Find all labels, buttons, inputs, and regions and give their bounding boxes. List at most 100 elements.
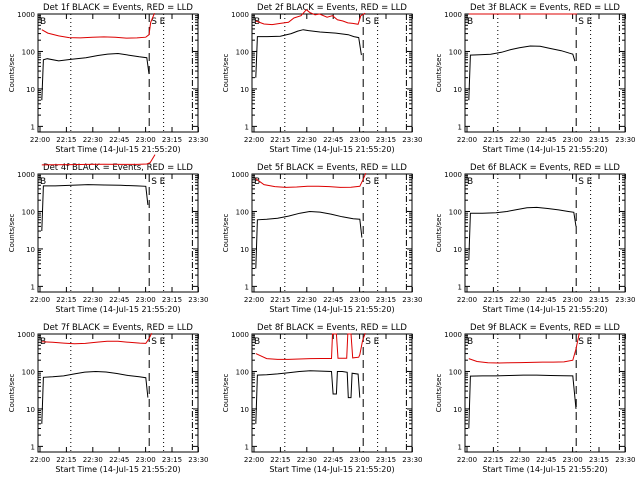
x-tick-label: 22:00 bbox=[244, 296, 264, 304]
y-axis-label: Counts/sec bbox=[8, 214, 16, 253]
events-series-line bbox=[255, 29, 362, 78]
x-tick-label: 23:15 bbox=[589, 456, 609, 464]
x-tick-label: 23:30 bbox=[188, 456, 208, 464]
y-tick-label: 1 bbox=[245, 123, 249, 131]
x-tick-label: 23:30 bbox=[402, 456, 422, 464]
x-tick-label: 22:00 bbox=[457, 456, 477, 464]
x-tick-label: 23:00 bbox=[136, 136, 156, 144]
y-tick-label: 100 bbox=[22, 48, 35, 56]
events-series-line bbox=[41, 184, 149, 232]
e-marker-label: E bbox=[587, 177, 593, 187]
s-marker-label: S bbox=[578, 17, 584, 27]
x-tick-label: 22:15 bbox=[483, 136, 503, 144]
x-tick-label: 22:15 bbox=[56, 296, 76, 304]
panel-9: Det 9f BLACK = Events, RED = LLD 1 10 100 10… bbox=[435, 323, 635, 474]
y-axis-label: Counts/sec bbox=[222, 374, 230, 413]
y-axis-label: Counts/sec bbox=[8, 374, 16, 413]
e-marker-label: E bbox=[587, 17, 593, 27]
x-tick-label: 22:15 bbox=[270, 296, 290, 304]
plot-frame bbox=[37, 173, 199, 293]
y-axis-label: Counts/sec bbox=[222, 54, 230, 93]
b-marker-label: B bbox=[254, 337, 260, 347]
x-tick-label: 22:30 bbox=[297, 136, 317, 144]
e-marker-label: E bbox=[374, 17, 380, 27]
x-tick-label: 22:30 bbox=[510, 296, 530, 304]
x-tick-label: 22:00 bbox=[457, 296, 477, 304]
x-tick-label: 23:30 bbox=[188, 136, 208, 144]
x-axis-label: Start Time (14-Jul-15 21:55:20) bbox=[482, 305, 607, 314]
s-marker-label: S bbox=[365, 337, 371, 347]
panel-title: Det 8f BLACK = Events, RED = LLD bbox=[257, 323, 407, 333]
x-tick-label: 23:15 bbox=[376, 136, 396, 144]
panel-title: Det 7f BLACK = Events, RED = LLD bbox=[43, 323, 193, 333]
x-tick-label: 22:15 bbox=[56, 136, 76, 144]
x-tick-label: 23:00 bbox=[563, 296, 583, 304]
s-marker-label: S bbox=[151, 17, 157, 27]
lld-series-line bbox=[255, 173, 367, 188]
panel-2: Det 2f BLACK = Events, RED = LLD 1 10 100 10… bbox=[222, 3, 422, 154]
x-tick-label: 23:15 bbox=[376, 456, 396, 464]
x-tick-label: 23:30 bbox=[615, 456, 635, 464]
x-tick-label: 23:15 bbox=[162, 136, 182, 144]
y-axis-label: Counts/sec bbox=[435, 214, 443, 253]
e-marker-label: E bbox=[374, 337, 380, 347]
x-tick-label: 22:45 bbox=[109, 136, 129, 144]
y-tick-label: 1000 bbox=[17, 11, 35, 19]
x-axis-label: Start Time (14-Jul-15 21:55:20) bbox=[269, 305, 394, 314]
x-tick-label: 23:30 bbox=[615, 136, 635, 144]
x-tick-label: 23:00 bbox=[350, 296, 370, 304]
panel-5: Det 5f BLACK = Events, RED = LLD 1 10 100 10… bbox=[222, 163, 422, 314]
x-tick-label: 23:00 bbox=[350, 136, 370, 144]
x-tick-label: 22:00 bbox=[244, 456, 264, 464]
y-axis-label: Counts/sec bbox=[435, 374, 443, 413]
x-tick-label: 22:00 bbox=[244, 136, 264, 144]
panel-title: Det 9f BLACK = Events, RED = LLD bbox=[470, 323, 620, 333]
y-axis-label: Counts/sec bbox=[435, 54, 443, 93]
events-series-line bbox=[255, 370, 361, 424]
x-tick-label: 23:00 bbox=[563, 136, 583, 144]
y-tick-label: 1000 bbox=[231, 331, 249, 339]
panel-title: Det 1f BLACK = Events, RED = LLD bbox=[43, 3, 193, 13]
e-marker-label: E bbox=[160, 177, 166, 187]
plot-frame bbox=[37, 333, 199, 453]
x-tick-label: 23:00 bbox=[136, 296, 156, 304]
b-marker-label: B bbox=[40, 17, 46, 27]
x-tick-label: 22:15 bbox=[270, 456, 290, 464]
x-tick-label: 22:45 bbox=[109, 456, 129, 464]
x-axis-label: Start Time (14-Jul-15 21:55:20) bbox=[482, 465, 607, 474]
y-tick-label: 1 bbox=[31, 283, 35, 291]
b-marker-label: B bbox=[467, 177, 473, 187]
plot-frame bbox=[464, 173, 626, 293]
y-tick-label: 1000 bbox=[231, 171, 249, 179]
panel-title: Det 4f BLACK = Events, RED = LLD bbox=[43, 163, 193, 173]
s-marker-label: S bbox=[578, 337, 584, 347]
x-tick-label: 23:00 bbox=[136, 456, 156, 464]
e-marker-label: E bbox=[160, 337, 166, 347]
y-tick-label: 1000 bbox=[444, 171, 462, 179]
x-tick-label: 23:15 bbox=[376, 296, 396, 304]
x-tick-label: 22:45 bbox=[536, 296, 556, 304]
y-tick-label: 1000 bbox=[444, 11, 462, 19]
x-tick-label: 22:45 bbox=[323, 456, 343, 464]
y-tick-label: 10 bbox=[26, 86, 35, 94]
x-tick-label: 22:30 bbox=[83, 456, 103, 464]
x-tick-label: 23:15 bbox=[162, 456, 182, 464]
x-tick-label: 22:00 bbox=[457, 136, 477, 144]
y-tick-label: 1 bbox=[458, 123, 462, 131]
x-tick-label: 23:30 bbox=[188, 296, 208, 304]
b-marker-label: B bbox=[467, 17, 473, 27]
y-tick-label: 1000 bbox=[17, 331, 35, 339]
plot-frame bbox=[464, 333, 626, 453]
y-tick-label: 1000 bbox=[444, 331, 462, 339]
panel-6: Det 6f BLACK = Events, RED = LLD 1 10 100 10… bbox=[435, 163, 635, 314]
s-marker-label: S bbox=[151, 177, 157, 187]
x-tick-label: 22:15 bbox=[270, 136, 290, 144]
y-tick-label: 100 bbox=[22, 208, 35, 216]
x-tick-label: 22:00 bbox=[30, 136, 50, 144]
panel-title: Det 6f BLACK = Events, RED = LLD bbox=[470, 163, 620, 173]
y-tick-label: 100 bbox=[236, 368, 249, 376]
y-tick-label: 10 bbox=[26, 246, 35, 254]
y-tick-label: 100 bbox=[449, 48, 462, 56]
x-tick-label: 23:30 bbox=[402, 136, 422, 144]
